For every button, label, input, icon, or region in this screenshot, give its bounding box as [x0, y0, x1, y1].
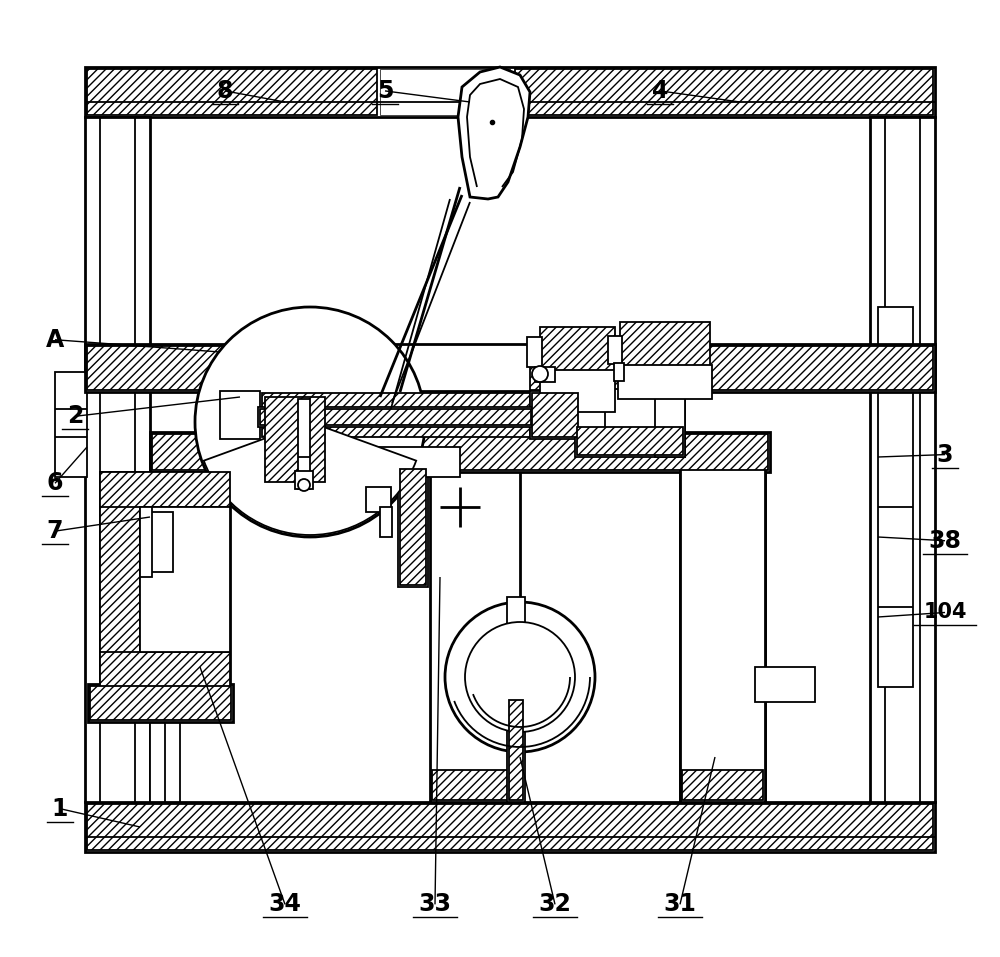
Text: 8: 8: [217, 78, 233, 103]
Bar: [150, 432, 770, 472]
Bar: [400, 469, 426, 585]
Bar: [870, 117, 935, 802]
Bar: [85, 344, 935, 392]
Bar: [100, 472, 140, 687]
Bar: [100, 652, 230, 687]
Bar: [618, 365, 712, 399]
Bar: [55, 372, 87, 477]
Bar: [262, 393, 530, 437]
Text: 31: 31: [664, 892, 696, 917]
Text: 2: 2: [67, 404, 83, 429]
Text: 104: 104: [923, 603, 967, 622]
Bar: [87, 804, 933, 850]
Bar: [535, 367, 555, 382]
Bar: [430, 434, 520, 802]
Bar: [87, 346, 287, 390]
Bar: [680, 434, 765, 802]
Bar: [575, 389, 605, 429]
Bar: [260, 391, 530, 439]
Bar: [515, 69, 933, 115]
Bar: [608, 336, 622, 364]
Text: 1: 1: [52, 796, 68, 821]
Bar: [220, 391, 260, 439]
Bar: [140, 507, 152, 577]
Bar: [614, 363, 624, 381]
Wedge shape: [204, 422, 416, 535]
Bar: [575, 389, 685, 457]
Bar: [527, 337, 542, 367]
Text: 33: 33: [418, 892, 452, 917]
Bar: [380, 507, 392, 537]
Polygon shape: [458, 67, 530, 199]
Circle shape: [465, 622, 575, 732]
Text: 7: 7: [47, 519, 63, 544]
Bar: [152, 434, 768, 470]
Bar: [507, 597, 525, 802]
Bar: [100, 472, 230, 687]
Bar: [620, 322, 710, 367]
Bar: [298, 399, 310, 489]
Bar: [432, 770, 518, 800]
Circle shape: [298, 479, 310, 491]
Bar: [260, 409, 531, 425]
Bar: [755, 667, 815, 702]
Circle shape: [195, 307, 425, 537]
Bar: [90, 686, 231, 720]
Text: A: A: [46, 327, 64, 352]
Text: 6: 6: [47, 471, 63, 496]
Circle shape: [445, 602, 595, 752]
Bar: [87, 69, 377, 115]
Text: 4: 4: [652, 78, 668, 103]
Circle shape: [532, 366, 548, 382]
Bar: [540, 327, 615, 372]
Bar: [532, 393, 578, 437]
Bar: [85, 67, 935, 117]
Bar: [530, 346, 933, 390]
Bar: [85, 117, 150, 802]
Bar: [577, 427, 683, 455]
Bar: [432, 437, 518, 467]
Bar: [509, 700, 523, 800]
Bar: [100, 472, 230, 507]
Bar: [140, 507, 230, 652]
Bar: [295, 471, 313, 489]
Bar: [682, 437, 763, 467]
Bar: [365, 447, 460, 477]
Bar: [540, 370, 615, 412]
Text: 34: 34: [269, 892, 301, 917]
Bar: [380, 69, 510, 115]
Bar: [85, 802, 935, 852]
Text: 32: 32: [539, 892, 571, 917]
Bar: [150, 442, 180, 802]
Text: 38: 38: [928, 528, 962, 553]
Bar: [530, 391, 580, 439]
Bar: [878, 307, 913, 687]
Bar: [88, 684, 233, 722]
Bar: [655, 389, 685, 457]
Bar: [682, 770, 763, 800]
Bar: [258, 407, 533, 427]
Text: 3: 3: [937, 442, 953, 467]
Text: 5: 5: [377, 78, 393, 103]
Bar: [398, 467, 428, 587]
Bar: [680, 434, 765, 802]
Bar: [143, 512, 173, 572]
Bar: [265, 397, 325, 482]
Bar: [366, 487, 391, 512]
